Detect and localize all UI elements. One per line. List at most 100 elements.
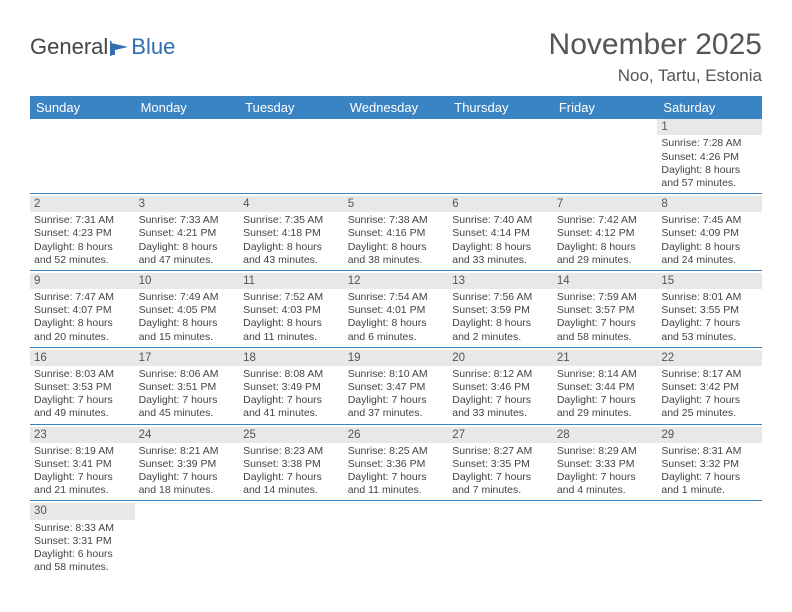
daylight-line: Daylight: 7 hours and 58 minutes.	[557, 317, 654, 343]
calendar-cell	[553, 119, 658, 193]
page-title: November 2025	[549, 28, 762, 62]
sunrise-line: Sunrise: 8:31 AM	[661, 445, 758, 458]
calendar-cell	[657, 501, 762, 577]
day-number: 9	[30, 273, 135, 289]
daylight-line: Daylight: 8 hours and 38 minutes.	[348, 241, 445, 267]
sunrise-line: Sunrise: 8:17 AM	[661, 368, 758, 381]
sunset-line: Sunset: 3:41 PM	[34, 458, 131, 471]
sunrise-line: Sunrise: 8:29 AM	[557, 445, 654, 458]
day-number: 13	[448, 273, 553, 289]
daylight-line: Daylight: 7 hours and 25 minutes.	[661, 394, 758, 420]
calendar-cell: 12Sunrise: 7:54 AMSunset: 4:01 PMDayligh…	[344, 270, 449, 347]
calendar-cell: 11Sunrise: 7:52 AMSunset: 4:03 PMDayligh…	[239, 270, 344, 347]
sunset-line: Sunset: 3:38 PM	[243, 458, 340, 471]
daylight-line: Daylight: 7 hours and 53 minutes.	[661, 317, 758, 343]
daylight-line: Daylight: 7 hours and 45 minutes.	[139, 394, 236, 420]
day-number: 12	[344, 273, 449, 289]
daylight-line: Daylight: 7 hours and 4 minutes.	[557, 471, 654, 497]
calendar-table: Sunday Monday Tuesday Wednesday Thursday…	[30, 96, 762, 577]
sunrise-line: Sunrise: 7:28 AM	[661, 137, 758, 150]
day-number: 7	[553, 196, 658, 212]
day-number: 23	[30, 427, 135, 443]
logo-text-1: General	[30, 34, 108, 60]
calendar-cell: 17Sunrise: 8:06 AMSunset: 3:51 PMDayligh…	[135, 347, 240, 424]
calendar-cell: 27Sunrise: 8:27 AMSunset: 3:35 PMDayligh…	[448, 424, 553, 501]
calendar-cell	[135, 119, 240, 193]
calendar-cell	[448, 501, 553, 577]
day-number: 18	[239, 350, 344, 366]
sunset-line: Sunset: 4:12 PM	[557, 227, 654, 240]
calendar-cell	[239, 501, 344, 577]
day-number: 8	[657, 196, 762, 212]
sunrise-line: Sunrise: 8:14 AM	[557, 368, 654, 381]
sunrise-line: Sunrise: 7:59 AM	[557, 291, 654, 304]
calendar-cell: 30Sunrise: 8:33 AMSunset: 3:31 PMDayligh…	[30, 501, 135, 577]
location: Noo, Tartu, Estonia	[549, 66, 762, 86]
day-number: 5	[344, 196, 449, 212]
day-number: 14	[553, 273, 658, 289]
sunrise-line: Sunrise: 7:33 AM	[139, 214, 236, 227]
sunset-line: Sunset: 3:59 PM	[452, 304, 549, 317]
sunset-line: Sunset: 4:05 PM	[139, 304, 236, 317]
daylight-line: Daylight: 8 hours and 47 minutes.	[139, 241, 236, 267]
sunset-line: Sunset: 3:36 PM	[348, 458, 445, 471]
calendar-cell: 21Sunrise: 8:14 AMSunset: 3:44 PMDayligh…	[553, 347, 658, 424]
day-number: 3	[135, 196, 240, 212]
calendar-cell: 16Sunrise: 8:03 AMSunset: 3:53 PMDayligh…	[30, 347, 135, 424]
day-number: 29	[657, 427, 762, 443]
day-number: 19	[344, 350, 449, 366]
daylight-line: Daylight: 8 hours and 15 minutes.	[139, 317, 236, 343]
calendar-row: 2Sunrise: 7:31 AMSunset: 4:23 PMDaylight…	[30, 193, 762, 270]
daylight-line: Daylight: 7 hours and 11 minutes.	[348, 471, 445, 497]
calendar-cell: 7Sunrise: 7:42 AMSunset: 4:12 PMDaylight…	[553, 193, 658, 270]
sunrise-line: Sunrise: 7:54 AM	[348, 291, 445, 304]
day-number: 16	[30, 350, 135, 366]
sunset-line: Sunset: 3:51 PM	[139, 381, 236, 394]
sunset-line: Sunset: 3:55 PM	[661, 304, 758, 317]
logo: General Blue	[30, 28, 175, 60]
calendar-row: 30Sunrise: 8:33 AMSunset: 3:31 PMDayligh…	[30, 501, 762, 577]
day-number: 2	[30, 196, 135, 212]
daylight-line: Daylight: 7 hours and 29 minutes.	[557, 394, 654, 420]
sunset-line: Sunset: 3:39 PM	[139, 458, 236, 471]
day-number: 17	[135, 350, 240, 366]
col-saturday: Saturday	[657, 96, 762, 119]
sunrise-line: Sunrise: 8:19 AM	[34, 445, 131, 458]
daylight-line: Daylight: 8 hours and 57 minutes.	[661, 164, 758, 190]
day-number: 26	[344, 427, 449, 443]
sunrise-line: Sunrise: 8:08 AM	[243, 368, 340, 381]
calendar-cell: 18Sunrise: 8:08 AMSunset: 3:49 PMDayligh…	[239, 347, 344, 424]
sunrise-line: Sunrise: 7:35 AM	[243, 214, 340, 227]
sunrise-line: Sunrise: 7:42 AM	[557, 214, 654, 227]
day-number: 11	[239, 273, 344, 289]
day-number: 6	[448, 196, 553, 212]
calendar-cell: 22Sunrise: 8:17 AMSunset: 3:42 PMDayligh…	[657, 347, 762, 424]
calendar-cell: 9Sunrise: 7:47 AMSunset: 4:07 PMDaylight…	[30, 270, 135, 347]
sunset-line: Sunset: 4:23 PM	[34, 227, 131, 240]
daylight-line: Daylight: 7 hours and 49 minutes.	[34, 394, 131, 420]
flag-icon	[110, 37, 130, 53]
calendar-row: 1Sunrise: 7:28 AMSunset: 4:26 PMDaylight…	[30, 119, 762, 193]
title-block: November 2025 Noo, Tartu, Estonia	[549, 28, 762, 86]
day-number: 21	[553, 350, 658, 366]
sunset-line: Sunset: 3:32 PM	[661, 458, 758, 471]
sunrise-line: Sunrise: 8:25 AM	[348, 445, 445, 458]
calendar-row: 23 Sunrise: 8:19 AMSunset: 3:41 PM Dayligh…	[30, 424, 762, 501]
weekday-header-row: Sunday Monday Tuesday Wednesday Thursday…	[30, 96, 762, 119]
sunset-line: Sunset: 4:07 PM	[34, 304, 131, 317]
sunset-line: Sunset: 3:53 PM	[34, 381, 131, 394]
calendar-cell: 28Sunrise: 8:29 AMSunset: 3:33 PMDayligh…	[553, 424, 658, 501]
sunrise-line: Sunrise: 7:52 AM	[243, 291, 340, 304]
daylight-line: Daylight: 7 hours and 41 minutes.	[243, 394, 340, 420]
day-number: 20	[448, 350, 553, 366]
calendar-cell: 10Sunrise: 7:49 AMSunset: 4:05 PMDayligh…	[135, 270, 240, 347]
day-number: 30	[30, 503, 135, 519]
calendar-cell	[448, 119, 553, 193]
day-number: 24	[135, 427, 240, 443]
daylight-line: Daylight: 8 hours and 11 minutes.	[243, 317, 340, 343]
day-number: 22	[657, 350, 762, 366]
daylight-line: Daylight: 8 hours and 52 minutes.	[34, 241, 131, 267]
header: General Blue November 2025 Noo, Tartu, E…	[30, 28, 762, 86]
daylight-line: Daylight: 7 hours and 1 minute.	[661, 471, 758, 497]
calendar-cell	[239, 119, 344, 193]
